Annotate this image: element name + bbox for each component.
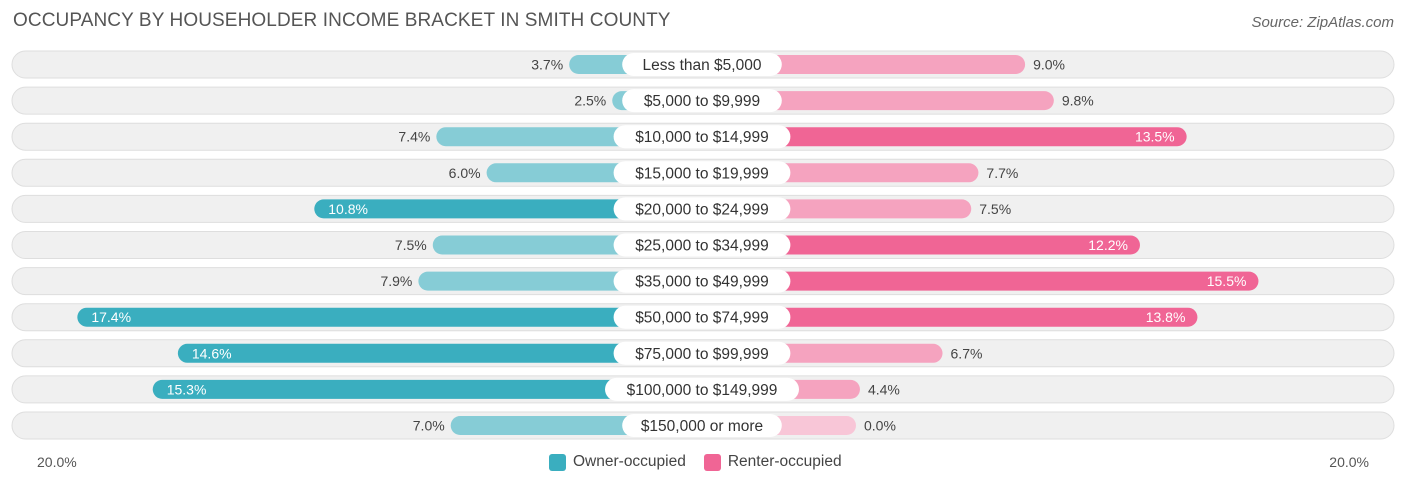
value-label-renter: 6.7%: [951, 345, 983, 361]
value-label-owner: 7.4%: [398, 129, 430, 145]
legend-label-renter: Renter-occupied: [727, 453, 842, 470]
value-label-renter: 15.5%: [1207, 273, 1247, 289]
category-pill: [613, 161, 791, 185]
category-label: $10,000 to $14,999: [635, 129, 769, 146]
chart-title: OCCUPANCY BY HOUSEHOLDER INCOME BRACKET …: [13, 10, 671, 31]
chart-row: 15.3% 4.4% $100,000 to $149,999: [11, 375, 1395, 404]
chart-row: 7.5% 12.2% $25,000 to $34,999: [11, 231, 1395, 259]
bar-renter: [702, 127, 1187, 147]
value-label-renter: 7.5%: [979, 201, 1011, 217]
chart-row: 17.4% 13.8% $50,000 to $74,999: [11, 303, 1395, 332]
legend-swatch-renter: [703, 453, 721, 471]
value-label-renter: 13.8%: [1146, 309, 1186, 325]
bar-owner: [152, 379, 703, 399]
chart-row: 3.7% 9.0% Less than $5,000: [11, 50, 1395, 79]
bar-owner: [314, 199, 702, 219]
category-pill: [613, 233, 791, 257]
value-label-renter: 13.5%: [1135, 129, 1175, 145]
bar-renter: [702, 91, 1054, 111]
category-label: $150,000 or more: [641, 418, 763, 435]
chart-svg: 3.7% 9.0% Less than $5,000 2.5% 9.8% $5,000 t…: [11, 50, 1395, 440]
chart-row: 10.8% 7.5% $20,000 to $24,999: [11, 194, 1395, 223]
value-label-owner: 14.6%: [192, 345, 232, 361]
bar-renter: [702, 271, 1259, 291]
category-label: $15,000 to $19,999: [635, 165, 769, 182]
category-pill: [613, 197, 791, 221]
value-label-renter: 12.2%: [1088, 237, 1128, 253]
legend-swatch-owner: [549, 453, 566, 471]
bar-renter: [702, 235, 1140, 255]
value-label-owner: 15.3%: [167, 381, 207, 397]
category-label: $50,000 to $74,999: [635, 310, 769, 327]
value-label-owner: 6.0%: [449, 165, 481, 181]
chart-row: 14.6% 6.7% $75,000 to $99,999: [11, 339, 1395, 368]
value-label-renter: 9.8%: [1062, 93, 1094, 109]
category-pill: [622, 89, 782, 113]
chart-row: 7.0% 0.0% $150,000 or more: [11, 411, 1395, 440]
value-label-renter: 0.0%: [864, 418, 896, 434]
category-pill: [613, 341, 791, 365]
chart-row: 2.5% 9.8% $5,000 to $9,999: [11, 86, 1395, 115]
category-label: $25,000 to $34,999: [635, 238, 769, 255]
category-label: $20,000 to $24,999: [635, 201, 769, 218]
category-pill: [613, 269, 791, 293]
bar-owner: [77, 307, 703, 327]
axis-label-left: 20.0%: [37, 454, 77, 470]
category-pill: [605, 377, 799, 401]
category-label: Less than $5,000: [643, 57, 762, 74]
value-label-renter: 4.4%: [868, 381, 900, 397]
chart-row: 7.4% 13.5% $10,000 to $14,999: [11, 122, 1395, 151]
bar-owner: [177, 343, 703, 363]
chart-row: 6.0% 7.7% $15,000 to $19,999: [11, 158, 1395, 187]
value-label-owner: 10.8%: [328, 201, 368, 217]
value-label-owner: 2.5%: [574, 93, 606, 109]
value-label-owner: 7.9%: [380, 273, 412, 289]
axis-label-right: 20.0%: [1329, 454, 1369, 470]
category-label: $75,000 to $99,999: [635, 346, 769, 363]
value-label-renter: 9.0%: [1033, 57, 1065, 73]
legend-item-owner[interactable]: Owner-occupied: [549, 453, 686, 471]
category-pill: [613, 125, 791, 149]
legend-item-renter[interactable]: Renter-occupied: [703, 453, 842, 471]
bar-renter: [702, 55, 1026, 74]
category-label: $5,000 to $9,999: [644, 93, 760, 110]
value-label-owner: 3.7%: [531, 57, 563, 73]
category-label: $35,000 to $49,999: [635, 274, 769, 291]
chart-row: 7.9% 15.5% $35,000 to $49,999: [11, 267, 1395, 296]
value-label-owner: 17.4%: [91, 309, 131, 325]
value-label-owner: 7.0%: [413, 418, 445, 434]
legend: Owner-occupied Renter-occupied: [549, 453, 842, 471]
category-pill: [613, 305, 791, 329]
value-label-renter: 7.7%: [986, 165, 1018, 181]
category-pill: [622, 53, 782, 76]
value-label-owner: 7.5%: [395, 237, 427, 253]
category-label: $100,000 to $149,999: [627, 382, 778, 399]
chart-source: Source: ZipAtlas.com: [1251, 14, 1394, 31]
bar-renter: [702, 307, 1198, 327]
legend-label-owner: Owner-occupied: [573, 453, 686, 470]
category-pill: [622, 414, 782, 437]
